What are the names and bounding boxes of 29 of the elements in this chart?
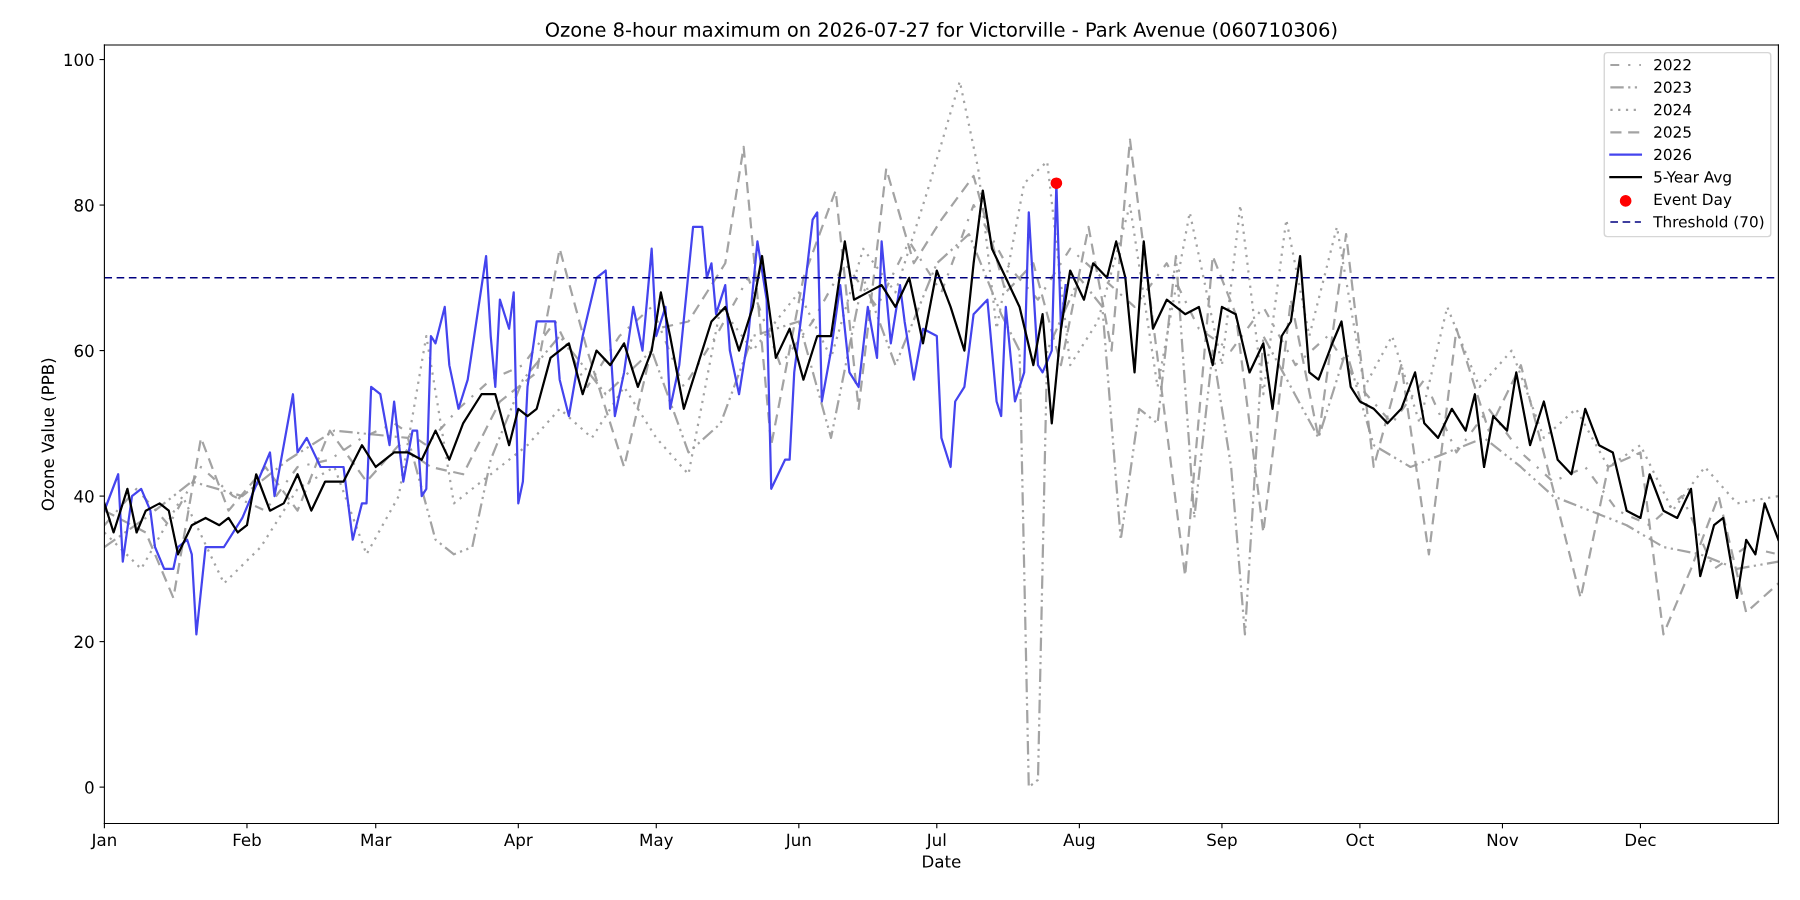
y-tick-label: 0 xyxy=(85,781,94,794)
x-axis-title: Date xyxy=(923,855,961,868)
y-tick-label: 60 xyxy=(74,344,94,358)
x-tick-label: Aug xyxy=(1063,833,1095,850)
legend-label: 2023 xyxy=(1654,81,1691,93)
y-tick-label: 80 xyxy=(74,199,94,212)
legend-label: 5-Year Avg xyxy=(1654,171,1731,186)
legend-label: 2024 xyxy=(1654,103,1692,116)
y-tick-label: 100 xyxy=(64,53,94,67)
x-tick-label: Feb xyxy=(233,833,261,847)
x-tick-label: Nov xyxy=(1487,833,1519,847)
x-tick-label: Jan xyxy=(90,833,116,850)
legend-label: Threshold (70) xyxy=(1653,215,1764,230)
x-tick-label: Sep xyxy=(1207,833,1237,850)
legend-label: 2022 xyxy=(1654,59,1691,71)
x-tick-label: Jul xyxy=(925,833,946,850)
legend-label: 2025 xyxy=(1654,126,1691,138)
y-tick-label: 20 xyxy=(74,635,94,649)
y-tick-label: 40 xyxy=(74,490,94,503)
x-tick-label: May xyxy=(640,833,673,850)
x-tick-label: Oct xyxy=(1346,833,1374,847)
chart-title: Ozone 8-hour maximum on 2026-07-27 for Victorville - Park Avenue (060710306) xyxy=(545,21,1337,40)
x-tick-label: Dec xyxy=(1625,833,1656,847)
legend-label: Event Day xyxy=(1654,193,1732,209)
legend-label: 2026 xyxy=(1654,148,1692,161)
x-tick-label: Apr xyxy=(504,833,533,850)
y-axis-title: Ozone Value (PPB) xyxy=(41,358,57,511)
x-tick-label: Jun xyxy=(784,833,811,850)
x-tick-label: Mar xyxy=(361,833,392,847)
